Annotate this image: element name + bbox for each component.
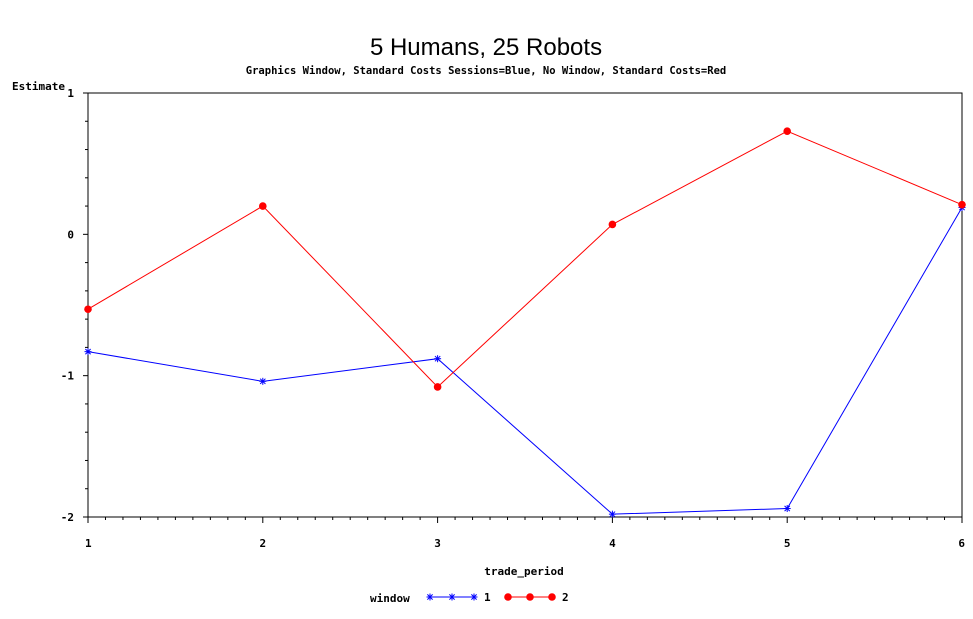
x-tick-label: 4 (609, 537, 616, 550)
legend-marker (448, 593, 456, 601)
series-2 (84, 127, 966, 391)
series-2-line (87, 130, 963, 388)
series-2-point (783, 127, 791, 135)
legend-entry-1: 1 (426, 591, 491, 604)
plot-frame (87, 92, 963, 518)
y-tick-label: 1 (67, 87, 74, 100)
x-tick-label: 6 (958, 537, 965, 550)
ticks-layer: 1 0 -1 -2 1 2 3 4 5 6 (61, 87, 966, 550)
legend-label: 2 (562, 591, 569, 604)
legend-marker (470, 593, 478, 601)
legend-title: window (370, 592, 410, 605)
series-1-point (783, 505, 791, 513)
series-1-point (434, 355, 442, 363)
legend-marker (426, 593, 434, 601)
series-2-point (608, 220, 617, 229)
y-tick-label: -2 (61, 511, 74, 524)
series-2-point (958, 200, 966, 209)
series-2-point (259, 202, 267, 210)
legend-entry-2: 2 (504, 591, 569, 604)
series-1-point (608, 510, 616, 518)
y-tick-label: 0 (67, 228, 74, 241)
legend-label: 1 (484, 591, 491, 604)
series-1-line (87, 207, 963, 515)
y-tick-label: -1 (61, 370, 75, 383)
x-tick-label: 3 (434, 537, 441, 550)
series-layer (84, 127, 966, 518)
series-2-point (84, 305, 92, 314)
x-tick-label: 5 (784, 537, 791, 550)
legend-marker (526, 593, 534, 601)
series-1-point (84, 348, 92, 356)
series-1 (84, 203, 966, 518)
legend-marker (548, 593, 556, 601)
legend-marker (504, 593, 512, 601)
chart-subtitle: Graphics Window, Standard Costs Sessions… (246, 65, 726, 77)
chart-title: 5 Humans, 25 Robots (370, 34, 602, 61)
legend: window 1 2 (370, 591, 569, 605)
y-axis-label: Estimate (12, 80, 65, 93)
x-tick-label: 2 (259, 537, 266, 550)
x-axis-label: trade_period (484, 565, 563, 578)
series-2-point (433, 383, 442, 391)
series-1-point (259, 377, 267, 385)
x-tick-label: 1 (85, 537, 92, 550)
